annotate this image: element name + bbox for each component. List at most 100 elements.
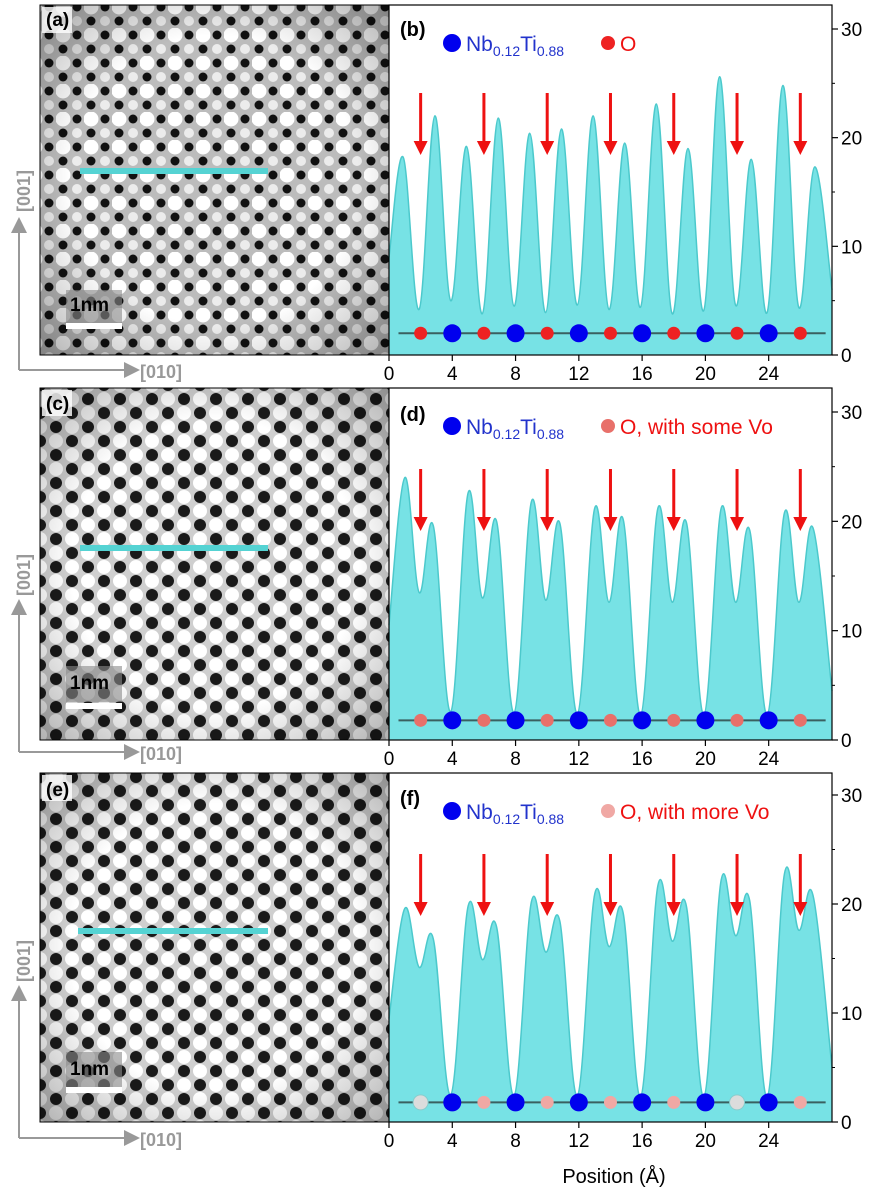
o-site-marker — [793, 326, 807, 340]
o-site-marker — [603, 713, 617, 727]
x-tick-label: 20 — [695, 749, 716, 770]
intensity-profile-line-f — [388, 866, 833, 1098]
nb-ti-site-marker — [506, 1093, 525, 1112]
direction-label-010-a: [010] — [140, 362, 182, 382]
nb-ti-site-marker — [443, 324, 462, 343]
nb-ti-site-marker — [759, 324, 778, 343]
panel-label-c: (c) — [46, 394, 69, 415]
y-tick-label: 0 — [841, 1113, 852, 1134]
o-site-marker — [477, 1095, 491, 1109]
intensity-profile-line-b — [388, 76, 833, 315]
vacancy-arrow — [730, 469, 745, 531]
direction-axes-row-2: [001] [010] — [11, 554, 182, 764]
x-tick-label: 0 — [384, 1131, 395, 1152]
nb-ti-site-marker — [443, 1093, 462, 1112]
vacancy-arrow — [666, 854, 681, 916]
legend-o-marker — [601, 36, 615, 50]
nb-ti-site-marker — [759, 711, 778, 730]
y-tick-label: 20 — [841, 895, 862, 916]
panel-row-2: (c) 1nm 0 10 20 30 0 4 8 12 16 20 24 Nb0.12Ti0.88 O,… — [39, 387, 862, 770]
direction-label-001-a: [001] — [14, 170, 34, 212]
x-tick-label: 16 — [632, 1131, 653, 1152]
panel-label-e: (e) — [46, 780, 69, 801]
o-site-marker — [667, 326, 681, 340]
panel-label-d: (d) — [400, 404, 426, 426]
nb-ti-site-marker — [506, 324, 525, 343]
y-tick-label: 0 — [841, 731, 852, 752]
x-tick-label: 12 — [568, 749, 589, 770]
direction-axes-row-3: [001] [010] — [11, 940, 182, 1150]
y-tick-label: 0 — [841, 346, 852, 367]
x-tick-label: 0 — [384, 364, 395, 385]
vacancy-arrow — [730, 854, 745, 916]
o-site-marker — [793, 1095, 807, 1109]
line-profile-plot-d: 0 10 20 30 0 4 8 12 16 20 24 Nb0.12Ti0.88 O, with so… — [384, 387, 862, 770]
vacancy-arrow — [540, 469, 555, 531]
x-tick-label: 24 — [758, 364, 780, 385]
nb-ti-site-marker — [696, 711, 715, 730]
line-profile-plot-f: 0 10 20 30 0 4 8 12 16 20 24 Nb0.12Ti0.88 O, with mo… — [384, 772, 862, 1152]
o-site-marker — [730, 326, 744, 340]
direction-label-001-e: [001] — [14, 940, 34, 982]
legend-o-label: O, with some Vo — [620, 416, 773, 439]
x-axis-title: Position (Å) — [562, 1165, 665, 1188]
o-site-marker — [667, 713, 681, 727]
y-tick-label: 10 — [841, 1004, 862, 1025]
legend-o-label: O — [620, 33, 636, 56]
legend-o-marker — [601, 419, 615, 433]
o-site-marker — [477, 326, 491, 340]
intensity-profile-fill-b — [389, 76, 832, 356]
panel-row-3: (e) 1nm 0 10 20 30 0 4 8 12 16 20 24 Nb0.12Ti0.88 O,… — [39, 772, 862, 1152]
o-site-marker — [414, 326, 428, 340]
nb-ti-site-marker — [569, 324, 588, 343]
scale-bar-c — [66, 703, 122, 709]
line-profile-plot-b: 0 10 20 30 0 4 8 12 16 20 24 Nb0.12Ti0.88 O — [384, 4, 862, 385]
legend-nb-ti-marker — [443, 802, 461, 820]
legend-nb-ti-label: Nb0.12Ti0.88 — [466, 801, 564, 827]
x-tick-label: 12 — [568, 364, 589, 385]
legend-nb-ti-marker — [443, 34, 461, 52]
direction-label-001-c: [001] — [14, 554, 34, 596]
o-site-marker — [730, 713, 744, 727]
panel-label-b: (b) — [400, 19, 426, 41]
panel-label-a: (a) — [46, 10, 69, 31]
scale-bar-label-e: 1nm — [70, 1059, 109, 1080]
plot-frame-d — [388, 387, 833, 741]
o-site-marker — [540, 326, 554, 340]
vacancy-arrow — [603, 854, 618, 916]
vacancy-arrow — [476, 469, 491, 531]
vacancy-arrow — [666, 93, 681, 155]
o-site-marker — [540, 713, 554, 727]
direction-label-010-e: [010] — [140, 1130, 182, 1150]
vacancy-arrow — [603, 469, 618, 531]
direction-axes-row-1: [001] [010] — [11, 170, 182, 382]
nb-ti-site-marker — [633, 1093, 652, 1112]
o-site-marker — [603, 326, 617, 340]
x-tick-label: 4 — [447, 364, 458, 385]
x-tick-label: 8 — [510, 749, 521, 770]
x-tick-label: 8 — [510, 1131, 521, 1152]
vacancy-arrow — [540, 93, 555, 155]
y-tick-label: 10 — [841, 622, 862, 643]
vacancy-arrow — [793, 469, 808, 531]
plot-frame-f — [388, 772, 833, 1123]
vacancy-arrow — [730, 93, 745, 155]
legend-o-marker — [601, 804, 615, 818]
o-site-marker — [414, 713, 428, 727]
nb-ti-site-marker — [759, 1093, 778, 1112]
y-tick-label: 20 — [841, 512, 862, 533]
legend-nb-ti-label: Nb0.12Ti0.88 — [466, 33, 564, 59]
legend-o-label: O, with more Vo — [620, 801, 769, 824]
scale-bar-label-c: 1nm — [70, 673, 109, 694]
nb-ti-site-marker — [696, 1093, 715, 1112]
y-tick-label: 30 — [841, 403, 862, 424]
y-tick-label: 20 — [841, 129, 862, 150]
y-tick-label: 10 — [841, 237, 862, 258]
x-tick-label: 4 — [447, 749, 458, 770]
vacancy-arrow — [603, 93, 618, 155]
x-tick-label: 8 — [510, 364, 521, 385]
o-site-marker — [540, 1095, 554, 1109]
vacancy-arrow — [413, 854, 428, 916]
y-tick-label: 30 — [841, 20, 862, 41]
